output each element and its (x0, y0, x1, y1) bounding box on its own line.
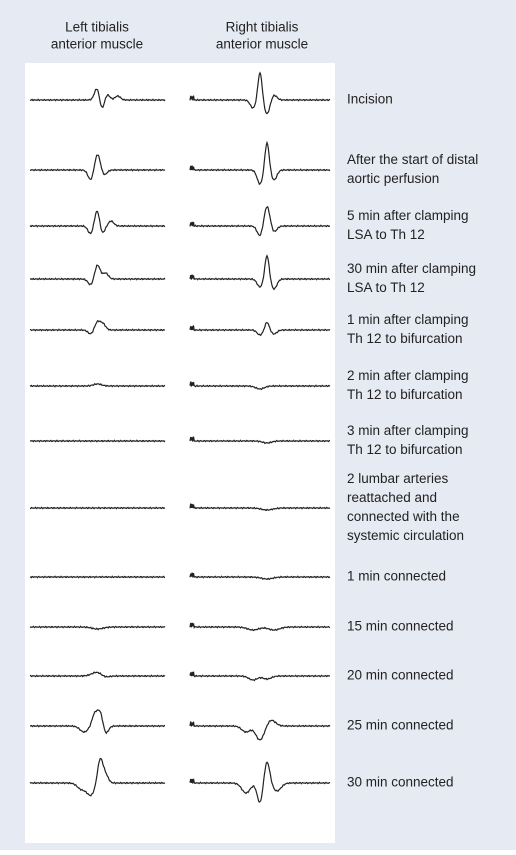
row-label: LSA to Th 12 (347, 227, 425, 242)
emg-trace (29, 210, 166, 235)
emg-trace (189, 321, 331, 337)
row-label: 20 min connected (347, 668, 454, 683)
row-label: connected with the (347, 509, 460, 524)
emg-trace (29, 264, 166, 286)
row-label: Th 12 to bifurcation (347, 331, 463, 346)
row-label: aortic perfusion (347, 171, 439, 186)
column-header: Right tibialis (226, 20, 299, 35)
row-label: 1 min after clamping (347, 312, 469, 327)
emg-trace (189, 71, 331, 115)
row-label: systemic circulation (347, 528, 464, 543)
emg-trace (29, 575, 166, 579)
emg-trace (189, 381, 331, 391)
row-label: LSA to Th 12 (347, 280, 425, 295)
row-label: 3 min after clamping (347, 423, 469, 438)
row-label: 2 min after clamping (347, 368, 469, 383)
column-header: anterior muscle (51, 37, 143, 52)
emg-trace (29, 671, 166, 678)
row-label: 2 lumbar arteries (347, 471, 449, 486)
row-label: 15 min connected (347, 619, 454, 634)
emg-trace (29, 439, 166, 443)
emg-trace (29, 88, 166, 109)
emg-trace (189, 205, 331, 237)
emg-trace (189, 572, 331, 581)
row-label: 1 min connected (347, 569, 446, 584)
row-label: Th 12 to bifurcation (347, 442, 463, 457)
column-header: anterior muscle (216, 37, 308, 52)
emg-trace (30, 506, 166, 510)
emg-trace (189, 622, 331, 632)
trace-panel (25, 63, 335, 843)
row-label: 30 min after clamping (347, 261, 476, 276)
emg-trace (29, 625, 166, 631)
row-label: 30 min connected (347, 775, 454, 790)
emg-trace (189, 671, 330, 682)
emg-trace (189, 761, 331, 803)
emg-trace (29, 154, 166, 180)
row-label: 25 min connected (347, 718, 454, 733)
emg-trace (30, 709, 166, 735)
emg-trace (189, 719, 331, 741)
emg-trace (29, 320, 166, 335)
row-label: Incision (347, 92, 393, 107)
emg-trace (189, 140, 331, 186)
row-label: 5 min after clamping (347, 208, 469, 223)
row-label: reattached and (347, 490, 437, 505)
emg-trace (29, 757, 166, 797)
row-label: Th 12 to bifurcation (347, 387, 463, 402)
row-label: After the start of distal (347, 152, 478, 167)
emg-trace (189, 254, 331, 291)
emg-trace (29, 382, 166, 388)
emg-trace (189, 503, 331, 512)
emg-trace (189, 436, 331, 445)
column-header: Left tibialis (65, 20, 129, 35)
